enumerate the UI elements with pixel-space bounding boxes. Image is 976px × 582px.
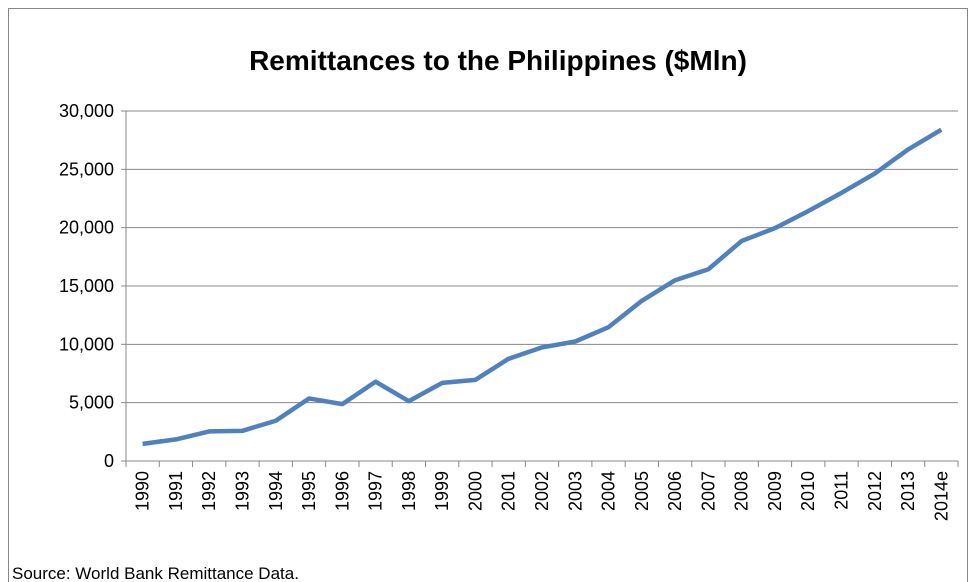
x-tick-label: 1992	[199, 471, 219, 511]
x-tick-label: 2008	[732, 471, 752, 511]
x-tick-label: 2003	[565, 471, 585, 511]
chart-title: Remittances to the Philippines ($Mln)	[249, 45, 747, 76]
x-tick-label: 2000	[465, 471, 485, 511]
x-tick-label: 2013	[898, 471, 918, 511]
y-tick-label: 0	[104, 451, 114, 471]
y-tick-label: 5,000	[69, 393, 114, 413]
x-tick-label: 2002	[532, 471, 552, 511]
x-tick-label: 2014e	[931, 471, 951, 521]
y-tick-label: 15,000	[59, 276, 114, 296]
x-tick-label: 1994	[266, 471, 286, 511]
x-tick-label: 2006	[665, 471, 685, 511]
x-tick-label: 2009	[765, 471, 785, 511]
chart-border	[8, 8, 968, 582]
y-tick-label: 30,000	[59, 101, 114, 121]
x-tick-label: 2001	[499, 471, 519, 511]
x-tick-label: 1999	[432, 471, 452, 511]
x-tick-label: 2007	[698, 471, 718, 511]
y-tick-label: 25,000	[59, 159, 114, 179]
data-line	[142, 127, 943, 447]
y-tick-label: 20,000	[59, 218, 114, 238]
x-tick-label: 1996	[332, 471, 352, 511]
x-tick-label: 2012	[865, 471, 885, 511]
x-tick-label: 2011	[832, 471, 852, 510]
y-tick-label: 10,000	[59, 334, 114, 354]
x-tick-label: 1990	[133, 471, 153, 511]
x-tick-label: 2005	[632, 471, 652, 511]
x-tick-label: 1998	[399, 471, 419, 511]
source-note: Source: World Bank Remittance Data.	[12, 564, 299, 582]
x-tick-label: 2004	[599, 471, 619, 511]
x-tick-label: 1997	[366, 471, 386, 511]
x-tick-label: 1993	[232, 471, 252, 511]
x-tick-label: 1995	[299, 471, 319, 511]
x-tick-label: 1991	[166, 471, 186, 511]
x-tick-label: 2010	[798, 471, 818, 511]
